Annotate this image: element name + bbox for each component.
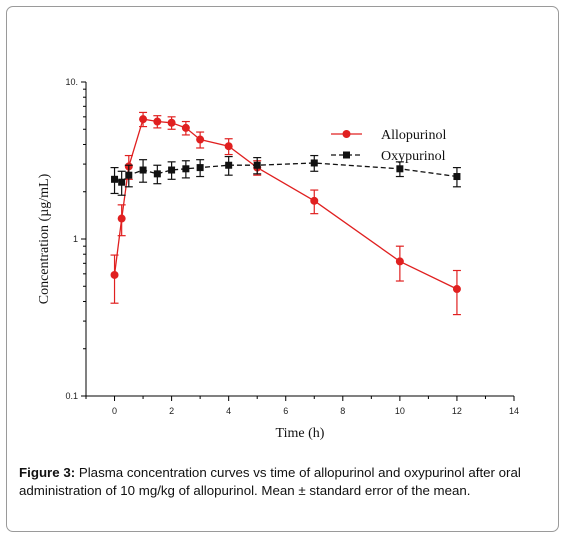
x-tick-label: 4 bbox=[226, 406, 231, 416]
oxypurinol-point bbox=[182, 165, 190, 173]
y-ticks: 0.1 1 10. bbox=[65, 77, 86, 401]
x-tick-label: 14 bbox=[509, 406, 519, 416]
oxypurinol-point bbox=[253, 161, 261, 169]
x-tick-label: 6 bbox=[283, 406, 288, 416]
x-tick-label: 10 bbox=[395, 406, 405, 416]
legend-marker-oxypurinol bbox=[343, 151, 350, 159]
caption-label: Figure 3: bbox=[19, 465, 76, 480]
x-axis-label: Time (h) bbox=[276, 426, 325, 441]
y-tick-label: 10. bbox=[65, 77, 78, 87]
x-tick-label: 8 bbox=[340, 406, 345, 416]
legend: Allopurinol Oxypurinol bbox=[331, 128, 446, 164]
allopurinol-point bbox=[196, 135, 205, 144]
x-tick-label: 12 bbox=[452, 406, 462, 416]
allopurinol-point bbox=[153, 117, 162, 126]
oxypurinol-point bbox=[125, 171, 133, 179]
y-tick-label: 1 bbox=[73, 234, 78, 244]
oxypurinol-point bbox=[168, 166, 176, 174]
series-oxypurinol bbox=[110, 154, 461, 196]
x-tick-label: 2 bbox=[169, 406, 174, 416]
y-tick-label: 0.1 bbox=[65, 391, 78, 401]
allopurinol-line bbox=[113, 118, 458, 290]
oxypurinol-point bbox=[111, 175, 119, 183]
allopurinol-point bbox=[110, 270, 119, 279]
x-tick-label: 0 bbox=[112, 406, 117, 416]
figure-caption: Figure 3: Plasma concentration curves vs… bbox=[19, 464, 549, 500]
legend-marker-allopurinol bbox=[342, 130, 351, 138]
oxypurinol-point bbox=[153, 170, 161, 178]
oxypurinol-point bbox=[196, 164, 204, 172]
allopurinol-point bbox=[224, 142, 233, 151]
oxypurinol-point bbox=[396, 165, 404, 173]
plot-area bbox=[110, 111, 461, 316]
axes bbox=[85, 82, 514, 397]
oxypurinol-point bbox=[310, 159, 318, 167]
allopurinol-point bbox=[167, 118, 176, 127]
figure-frame bbox=[6, 6, 559, 532]
legend-label-oxypurinol: Oxypurinol bbox=[381, 149, 446, 164]
allopurinol-point bbox=[395, 257, 404, 266]
oxypurinol-point bbox=[139, 166, 147, 174]
caption-text: Plasma concentration curves vs time of a… bbox=[19, 465, 521, 498]
allopurinol-point bbox=[181, 123, 190, 132]
x-ticks: 0 2 4 6 8 10 12 14 bbox=[85, 396, 519, 416]
oxypurinol-line bbox=[114, 162, 457, 183]
allopurinol-point bbox=[310, 196, 319, 205]
oxypurinol-point bbox=[118, 178, 126, 186]
oxypurinol-point bbox=[225, 161, 233, 169]
y-axis-label: Concentration (µg/mL) bbox=[37, 173, 52, 304]
oxypurinol-point bbox=[453, 173, 461, 181]
allopurinol-point bbox=[452, 285, 461, 294]
allopurinol-point bbox=[117, 214, 126, 223]
allopurinol-point bbox=[139, 115, 148, 124]
legend-label-allopurinol: Allopurinol bbox=[381, 128, 446, 143]
